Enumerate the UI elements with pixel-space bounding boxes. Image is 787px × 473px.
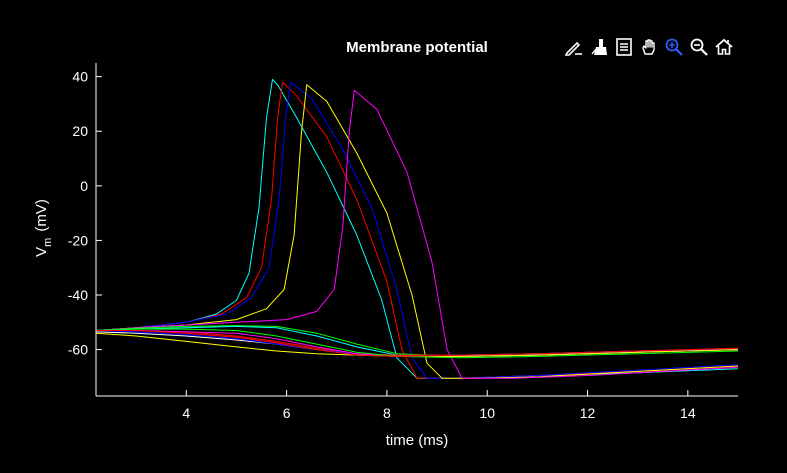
x-ticks: 4 6 8 10 12 14 <box>182 390 696 421</box>
legend-icon <box>616 38 632 56</box>
x-tick-label: 8 <box>383 405 391 421</box>
y-tick-label: -20 <box>68 232 88 248</box>
plot-lines <box>95 78 739 379</box>
x-tick-label: 10 <box>479 405 495 421</box>
y-tick-label: 20 <box>72 123 88 139</box>
voltage-trace-12 <box>95 332 739 357</box>
y-tick-label: 0 <box>80 178 88 194</box>
brush-icon <box>591 39 607 55</box>
chart-title: Membrane potential <box>346 39 488 56</box>
x-axis-label: time (ms) <box>386 432 449 449</box>
voltage-trace-13 <box>95 328 739 359</box>
edit-plot-icon <box>564 41 582 56</box>
x-tick-label: 4 <box>182 405 190 421</box>
zoom-out-button[interactable] <box>688 36 710 58</box>
axes: 4 6 8 10 12 14 -60 -40 -20 0 20 40 <box>68 63 738 421</box>
y-tick-label: 40 <box>72 69 88 85</box>
voltage-trace-14 <box>96 330 739 357</box>
home-button[interactable] <box>713 36 735 58</box>
zoom-in-button[interactable] <box>663 36 685 58</box>
x-tick-label: 6 <box>283 405 291 421</box>
y-tick-label: -40 <box>68 287 88 303</box>
y-tick-label: -60 <box>68 342 88 358</box>
y-axis-label-unit: (mV) <box>33 199 50 232</box>
y-axis-label-subscript: m <box>42 238 54 247</box>
y-axis-label: Vm (mV) <box>33 199 54 257</box>
x-tick-label: 12 <box>580 405 596 421</box>
legend-button[interactable] <box>613 36 635 58</box>
edit-plot-button[interactable] <box>563 36 585 58</box>
voltage-trace-5 <box>95 89 739 379</box>
pan-hand-icon <box>642 39 655 55</box>
zoom-out-icon <box>690 38 708 56</box>
brush-button[interactable] <box>588 36 610 58</box>
pan-button[interactable] <box>638 36 660 58</box>
x-tick-label: 14 <box>680 405 696 421</box>
zoom-in-icon <box>665 38 683 56</box>
y-axis-label-main: V <box>33 247 50 257</box>
home-icon <box>715 38 733 55</box>
y-ticks: -60 -40 -20 0 20 40 <box>68 69 102 358</box>
figure-toolbar <box>563 36 735 58</box>
